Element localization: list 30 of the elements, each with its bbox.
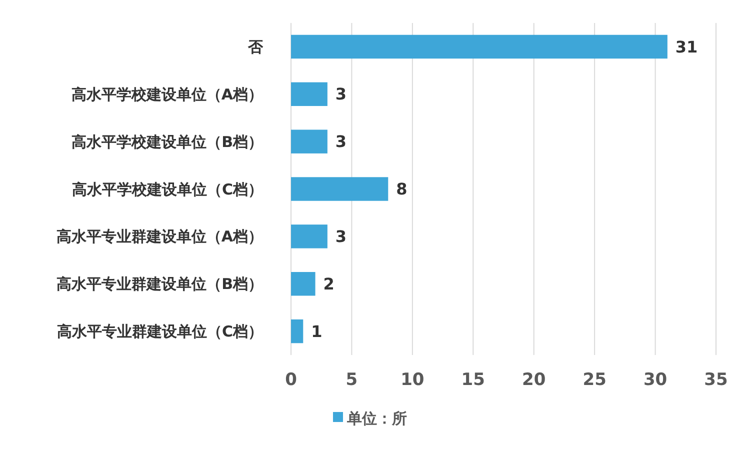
data-label: 31 <box>675 37 698 56</box>
x-tick-label: 30 <box>643 370 668 390</box>
x-tick-label: 15 <box>461 370 485 390</box>
data-label: 1 <box>311 322 322 341</box>
x-tick-label: 20 <box>522 370 546 390</box>
bar <box>291 224 328 248</box>
bar <box>291 130 328 154</box>
data-label: 3 <box>335 227 347 246</box>
bar <box>291 319 304 344</box>
x-tick-label: 35 <box>704 370 728 390</box>
data-label: 3 <box>335 84 347 104</box>
bar <box>291 34 668 59</box>
legend-label: 单位：所 <box>346 409 407 428</box>
x-tick-label: 10 <box>400 370 424 390</box>
data-label: 3 <box>335 132 347 152</box>
y-tick-label: 高水平学校建设单位（A档） <box>71 85 263 104</box>
bar <box>291 82 328 106</box>
y-tick-label: 高水平专业群建设单位（A档） <box>56 228 263 246</box>
bar <box>291 272 316 296</box>
data-label: 2 <box>323 274 334 294</box>
bar <box>291 177 388 201</box>
x-tick-label: 25 <box>582 370 606 390</box>
x-tick-label: 5 <box>346 370 358 390</box>
data-label: 8 <box>396 180 408 199</box>
x-tick-label: 0 <box>285 370 298 390</box>
y-tick-label: 否 <box>247 38 264 56</box>
y-tick-label: 高水平学校建设单位（B档） <box>72 132 263 151</box>
y-tick-label: 高水平学校建设单位（C档） <box>72 180 263 198</box>
y-tick-label: 高水平专业群建设单位（C档） <box>56 322 263 341</box>
y-tick-label: 高水平专业群建设单位（B档） <box>56 275 263 294</box>
